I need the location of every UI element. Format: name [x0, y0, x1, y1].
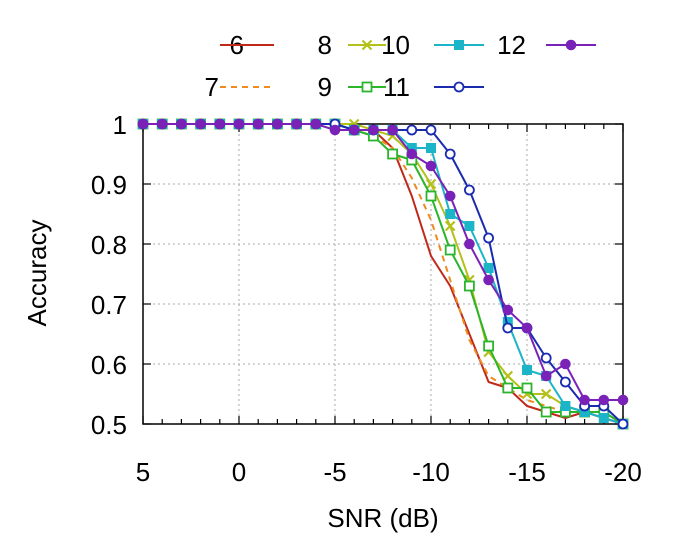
- legend-entry-11: 11: [383, 72, 484, 102]
- y-tick-label: 0.7: [91, 290, 127, 320]
- series-11: [137, 118, 629, 430]
- marker-filled-circle: [195, 118, 206, 130]
- marker-filled-circle: [291, 118, 302, 130]
- marker-open-square: [540, 406, 552, 418]
- plot-frame: [142, 123, 624, 425]
- x-tick-label: 0: [232, 457, 246, 487]
- marker-filled-circle: [252, 118, 264, 130]
- legend-entry-10: 10: [381, 30, 484, 60]
- marker-open-square: [387, 148, 399, 160]
- marker-x: [444, 220, 456, 232]
- marker-filled-circle: [310, 118, 322, 130]
- y-tick-label: 1: [113, 110, 127, 140]
- marker-open-circle: [502, 322, 514, 334]
- marker-open-circle: [406, 124, 418, 136]
- marker-filled-circle: [156, 118, 168, 130]
- marker-open-square: [502, 382, 514, 394]
- legend-label: 7: [205, 72, 219, 102]
- marker-filled-circle: [233, 118, 245, 130]
- x-tick-label: -15: [508, 457, 546, 487]
- marker-filled-square: [483, 263, 494, 273]
- legend-entry-6: 6: [220, 30, 274, 60]
- marker-filled-circle: [560, 358, 571, 370]
- marker-filled-circle: [579, 394, 590, 406]
- x-tick-label: -20: [604, 457, 642, 487]
- marker-filled-circle: [387, 124, 398, 136]
- marker-filled-circle: [329, 124, 341, 136]
- marker-filled-circle: [444, 190, 456, 202]
- legend-label: 11: [383, 72, 410, 102]
- series-8: [137, 118, 629, 430]
- marker-filled-circle: [214, 118, 226, 130]
- x-tick-label: 5: [136, 457, 150, 487]
- marker-open-circle: [453, 81, 465, 93]
- marker-filled-square: [426, 143, 436, 153]
- marker-x: [540, 388, 552, 400]
- marker-open-square: [444, 244, 456, 256]
- y-tick-label: 0.8: [91, 230, 127, 260]
- marker-x: [361, 39, 373, 51]
- series-10: [138, 119, 628, 429]
- x-axis-title: SNR (dB): [327, 503, 438, 533]
- x-tick-label: -5: [323, 457, 346, 487]
- marker-open-square: [521, 382, 533, 394]
- marker-filled-circle: [565, 39, 577, 51]
- marker-open-circle: [560, 376, 571, 388]
- legend: 6 8 10 12 7 9 11: [205, 30, 596, 102]
- marker-filled-circle: [483, 274, 494, 286]
- legend-label: 12: [497, 30, 526, 60]
- series-9: [137, 118, 629, 430]
- marker-open-circle: [463, 184, 475, 196]
- marker-x: [502, 370, 514, 382]
- marker-filled-circle: [464, 238, 475, 250]
- marker-filled-square: [522, 365, 532, 375]
- marker-filled-circle: [348, 124, 360, 136]
- marker-filled-circle: [425, 160, 437, 172]
- legend-label: 8: [318, 30, 332, 60]
- y-axis-title: Accuracy: [22, 220, 52, 327]
- legend-entry-7: 7: [205, 72, 274, 102]
- marker-open-square: [463, 280, 475, 292]
- marker-filled-circle: [617, 394, 629, 406]
- marker-open-circle: [425, 124, 437, 136]
- marker-open-square: [483, 340, 495, 352]
- x-tick-label: -10: [412, 457, 450, 487]
- marker-open-square: [425, 190, 437, 202]
- marker-filled-square: [560, 401, 571, 411]
- series-12: [137, 118, 629, 406]
- y-tick-label: 0.5: [91, 410, 127, 440]
- marker-open-square: [361, 81, 373, 93]
- marker-filled-circle: [137, 118, 149, 130]
- marker-filled-circle: [598, 394, 610, 406]
- marker-open-circle: [617, 418, 629, 430]
- marker-filled-square: [598, 413, 609, 423]
- marker-filled-circle: [176, 118, 187, 130]
- marker-filled-square: [445, 209, 456, 219]
- legend-entry-12: 12: [497, 30, 596, 60]
- marker-open-circle: [483, 232, 495, 244]
- marker-filled-circle: [521, 322, 533, 334]
- legend-label: 9: [318, 72, 332, 102]
- series-layer: [137, 118, 629, 430]
- marker-filled-square: [454, 40, 464, 50]
- legend-label: 10: [381, 30, 410, 60]
- axis-ticks: 5 0 -5 -10 -15 -20 0.5 0.6 0.7 0.8 0.9 1: [91, 110, 642, 487]
- marker-filled-circle: [540, 370, 552, 382]
- marker-filled-circle: [502, 304, 514, 316]
- marker-filled-circle: [368, 124, 379, 136]
- legend-entry-9: 9: [318, 72, 386, 102]
- legend-entry-8: 8: [318, 30, 386, 60]
- marker-filled-square: [464, 221, 475, 231]
- marker-filled-circle: [272, 118, 283, 130]
- marker-filled-circle: [406, 148, 418, 160]
- marker-x: [425, 178, 437, 190]
- marker-open-circle: [444, 148, 456, 160]
- marker-open-circle: [540, 352, 552, 364]
- y-tick-label: 0.6: [91, 350, 127, 380]
- y-tick-label: 0.9: [91, 170, 127, 200]
